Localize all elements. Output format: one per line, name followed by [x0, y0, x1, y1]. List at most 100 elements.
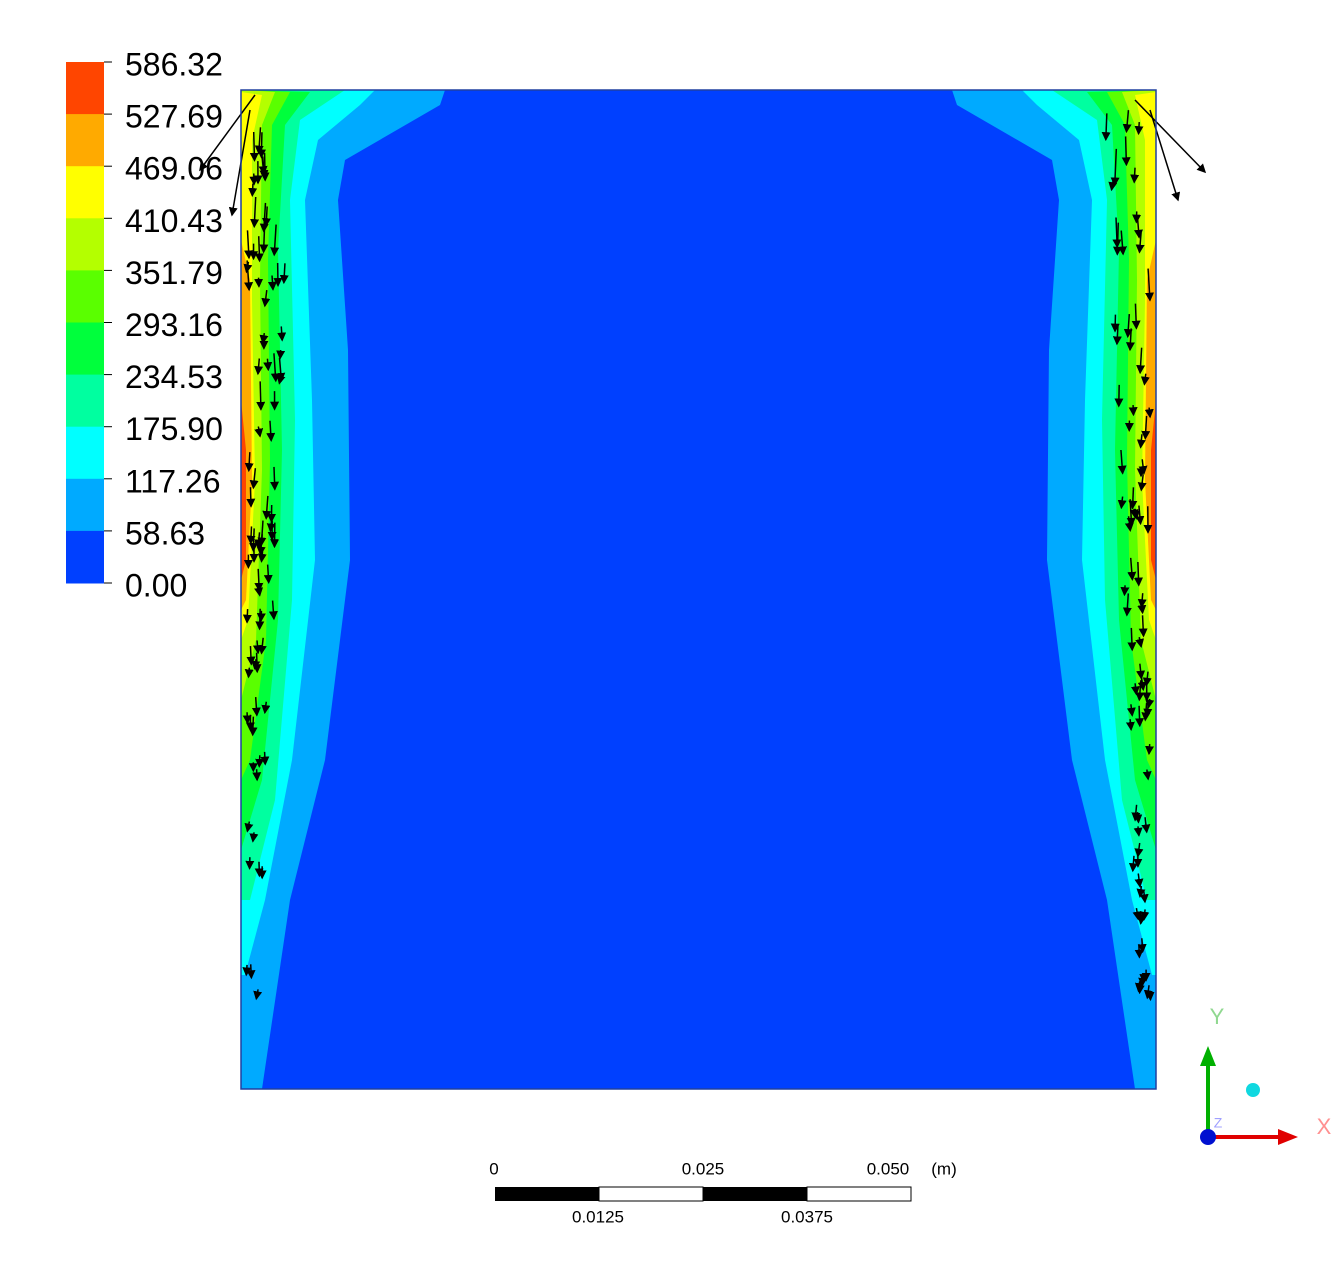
velocity-arrow [1123, 313, 1133, 339]
velocity-arrow [256, 132, 266, 159]
legend-label: 351.79 [125, 255, 223, 291]
scale-label: 0.050 [867, 1159, 910, 1178]
legend-band [66, 62, 104, 115]
velocity-arrow [1144, 407, 1154, 419]
velocity-arrow [1125, 719, 1135, 732]
velocity-arrow [246, 964, 256, 980]
legend-band [66, 114, 104, 167]
velocity-arrow [1135, 705, 1145, 728]
velocity-arrow [1135, 680, 1145, 702]
velocity-arrow [267, 275, 277, 291]
velocity-arrow [256, 381, 266, 411]
velocity-arrow [249, 528, 259, 553]
velocity-arrow [277, 326, 287, 342]
velocity-arrow [1133, 826, 1143, 837]
velocity-arrow [1138, 975, 1148, 987]
velocity-arrow [1140, 909, 1150, 921]
velocity-arrow [255, 755, 265, 768]
scale-label: 0.0375 [781, 1207, 833, 1226]
velocity-arrow [259, 202, 269, 233]
velocity-arrow [258, 155, 268, 176]
velocity-arrow [1129, 508, 1139, 519]
legend-label: 234.53 [125, 359, 223, 395]
velocity-arrow [199, 94, 256, 172]
velocity-arrow [255, 608, 265, 631]
scale-bar: 0 0.025 0.050 (m) 0.0125 0.0375 [489, 1159, 956, 1226]
legend-label: 175.90 [125, 411, 223, 447]
velocity-arrow [1136, 347, 1146, 375]
velocity-arrow [1127, 557, 1137, 581]
velocity-arrow [252, 769, 262, 782]
velocity-arrow [246, 526, 256, 545]
velocity-arrow [254, 236, 264, 263]
velocity-arrow [1134, 842, 1144, 858]
legend-band [66, 166, 104, 219]
legend-label: 293.16 [125, 307, 223, 343]
velocity-arrow [1131, 804, 1141, 822]
velocity-arrow [252, 652, 262, 674]
velocity-arrow [1130, 683, 1140, 696]
velocity-arrow [246, 487, 256, 508]
velocity-arrow [1134, 122, 1144, 136]
velocity-arrow [276, 357, 286, 382]
velocity-arrow [1145, 744, 1155, 756]
velocity-arrow [270, 353, 280, 383]
axis-label: X [1317, 1114, 1332, 1139]
legend-label: 0.00 [125, 567, 187, 603]
velocity-arrow [1138, 459, 1148, 476]
velocity-arrow [276, 349, 286, 360]
velocity-arrow [1117, 496, 1127, 510]
velocity-arrow [1149, 109, 1181, 202]
velocity-arrow [1126, 704, 1136, 717]
velocity-arrow [254, 532, 264, 549]
velocity-arrow [1122, 593, 1132, 617]
velocity-arrow [1135, 505, 1145, 526]
legend-band [66, 530, 104, 584]
velocity-arrow [1143, 701, 1153, 718]
velocity-arrow [279, 263, 289, 285]
velocity-arrow [263, 358, 273, 372]
velocity-arrow [1138, 615, 1148, 638]
axis-label: Z [1214, 1115, 1223, 1131]
legend-label: 58.63 [125, 515, 205, 551]
velocity-arrow [1110, 148, 1120, 187]
velocity-arrow [249, 468, 259, 490]
velocity-arrow [1134, 981, 1144, 993]
velocity-arrow [262, 206, 271, 228]
velocity-arrow [268, 600, 278, 621]
velocity-arrow [248, 716, 258, 737]
legend-label: 117.26 [125, 463, 221, 499]
velocity-arrow [1101, 113, 1111, 142]
velocity-arrow [249, 832, 259, 843]
velocity-arrow [244, 452, 254, 473]
velocity-arrow [1133, 561, 1143, 587]
velocity-arrow [254, 426, 264, 438]
velocity-arrow [1143, 985, 1153, 1000]
scale-label: 0.0125 [572, 1207, 624, 1226]
velocity-arrow [1130, 167, 1140, 184]
velocity-arrow [1112, 324, 1122, 346]
velocity-arrow [257, 637, 267, 655]
velocity-arrow [1133, 812, 1143, 824]
velocity-arrow [1131, 303, 1141, 330]
velocity-arrow [254, 358, 264, 376]
velocity-arrow [1121, 136, 1131, 167]
legend-band [66, 322, 104, 376]
velocity-arrow [254, 568, 264, 592]
velocity-arrow [1134, 217, 1143, 239]
velocity-arrow [244, 260, 254, 292]
velocity-arrow [1142, 769, 1152, 781]
velocity-arrow [242, 609, 252, 624]
velocity-arrow [1136, 911, 1146, 924]
velocity-arrow [266, 420, 276, 442]
velocity-arrow [1128, 487, 1138, 510]
velocity-arrow [244, 821, 254, 833]
color-legend: 586.32 527.69 469.06 410.43 351.79 293.16 234.… [66, 46, 223, 603]
velocity-arrow [270, 224, 280, 257]
velocity-arrow [262, 495, 272, 520]
velocity-arrow [1136, 885, 1146, 898]
velocity-arrow [242, 964, 252, 977]
legend-band [66, 374, 104, 428]
scale-unit: (m) [931, 1159, 956, 1178]
velocity-arrow [1118, 230, 1127, 256]
